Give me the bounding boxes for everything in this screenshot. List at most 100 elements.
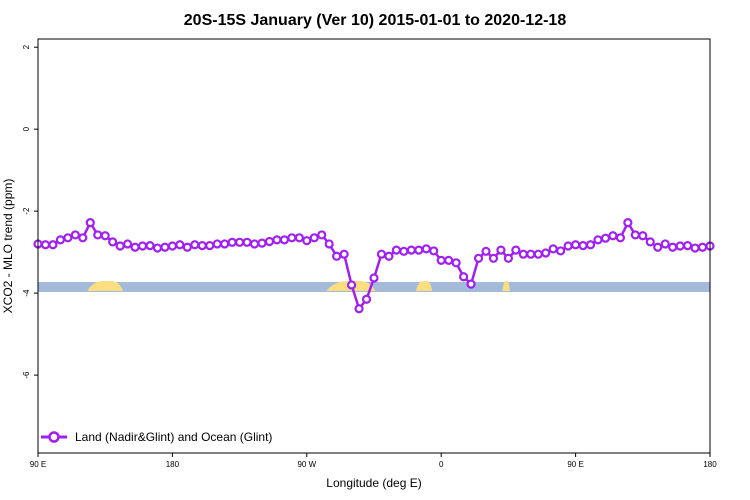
data-point (347, 280, 357, 290)
data-point (496, 245, 506, 255)
data-point (145, 240, 155, 251)
data-point (503, 253, 513, 263)
data-point (697, 242, 708, 252)
data-point (294, 233, 304, 243)
data-point (100, 231, 110, 241)
data-point (205, 240, 215, 251)
data-point (63, 233, 73, 243)
data-point (391, 245, 401, 255)
x-tick-label: 90 W (297, 460, 316, 469)
data-point (212, 239, 222, 249)
data-point (242, 237, 252, 247)
data-point (548, 244, 558, 254)
data-point (324, 239, 334, 249)
data-point (287, 233, 297, 243)
data-point (429, 246, 439, 256)
data-point (376, 249, 387, 259)
data-point (399, 246, 409, 256)
data-point (608, 231, 618, 241)
data-point (115, 241, 125, 251)
data-point (272, 235, 282, 245)
data-point (227, 237, 237, 247)
plot-frame (37, 38, 711, 454)
data-point (317, 230, 327, 240)
data-point (630, 230, 640, 240)
data-point (354, 304, 364, 314)
data-point (444, 255, 454, 265)
data-point (160, 242, 170, 252)
data-point (653, 242, 663, 252)
data-point (682, 240, 693, 251)
data-point (556, 246, 566, 256)
data-point (406, 245, 416, 255)
surface-band (38, 280, 710, 292)
data-point (578, 240, 588, 251)
data-point (167, 241, 177, 251)
data-point (533, 249, 543, 259)
data-point (541, 248, 551, 258)
data-point (93, 230, 103, 240)
data-point (645, 237, 655, 247)
data-point (197, 240, 207, 251)
data-point (675, 241, 685, 251)
data-point (137, 241, 148, 251)
data-point (190, 240, 200, 250)
data-point (55, 235, 66, 245)
ocean-band (38, 281, 710, 292)
data-point (302, 236, 312, 246)
data-point (638, 231, 648, 241)
data-point (414, 245, 424, 255)
x-tick-label: 90 E (567, 460, 583, 469)
legend-marker (48, 431, 60, 443)
data-point (585, 240, 596, 250)
data-point (526, 249, 536, 259)
x-tick-label: 90 E (30, 460, 46, 469)
data-point (600, 233, 611, 243)
data-point (623, 218, 633, 228)
data-point (309, 233, 319, 243)
data-point (48, 240, 58, 250)
data-point (78, 233, 88, 243)
data-point (122, 239, 133, 249)
data-point (473, 253, 484, 263)
y-axis: 2 0 -2 -4 -6 (22, 44, 38, 379)
y-axis-label: XCO2 - MLO trend (ppm) (1, 179, 15, 314)
data-point (511, 245, 521, 255)
data-point (660, 239, 670, 249)
data-point (436, 255, 446, 265)
data-point (563, 241, 573, 251)
data-point (384, 251, 394, 261)
data-point (361, 294, 372, 304)
data-point (451, 258, 461, 268)
data-point (369, 273, 379, 283)
series-group (33, 218, 715, 314)
data-point (152, 243, 163, 253)
x-tick-label: 0 (439, 460, 444, 469)
data-point (459, 272, 469, 282)
data-point (593, 235, 603, 245)
data-point (70, 230, 80, 240)
data-point (235, 237, 245, 247)
data-point (518, 249, 528, 259)
land-patch (87, 280, 124, 291)
data-point (690, 243, 700, 253)
data-point (108, 237, 118, 247)
x-axis: 90 E 180 90 W 0 90 E 180 (30, 453, 717, 469)
x-axis-label: Longitude (deg E) (326, 476, 421, 490)
y-tick-label: 0 (22, 126, 31, 131)
land-patch (502, 280, 510, 291)
data-point (421, 244, 431, 254)
y-tick-label: -2 (22, 207, 31, 215)
data-point (220, 239, 230, 249)
data-point (279, 235, 289, 245)
data-point (332, 251, 342, 261)
y-tick-label: 2 (22, 44, 31, 49)
data-point (668, 242, 678, 252)
x-tick-label: 180 (166, 460, 180, 469)
y-tick-label: -6 (22, 371, 31, 379)
data-point (130, 242, 140, 252)
data-point (488, 253, 499, 263)
data-point (257, 238, 267, 248)
data-point (264, 236, 275, 247)
